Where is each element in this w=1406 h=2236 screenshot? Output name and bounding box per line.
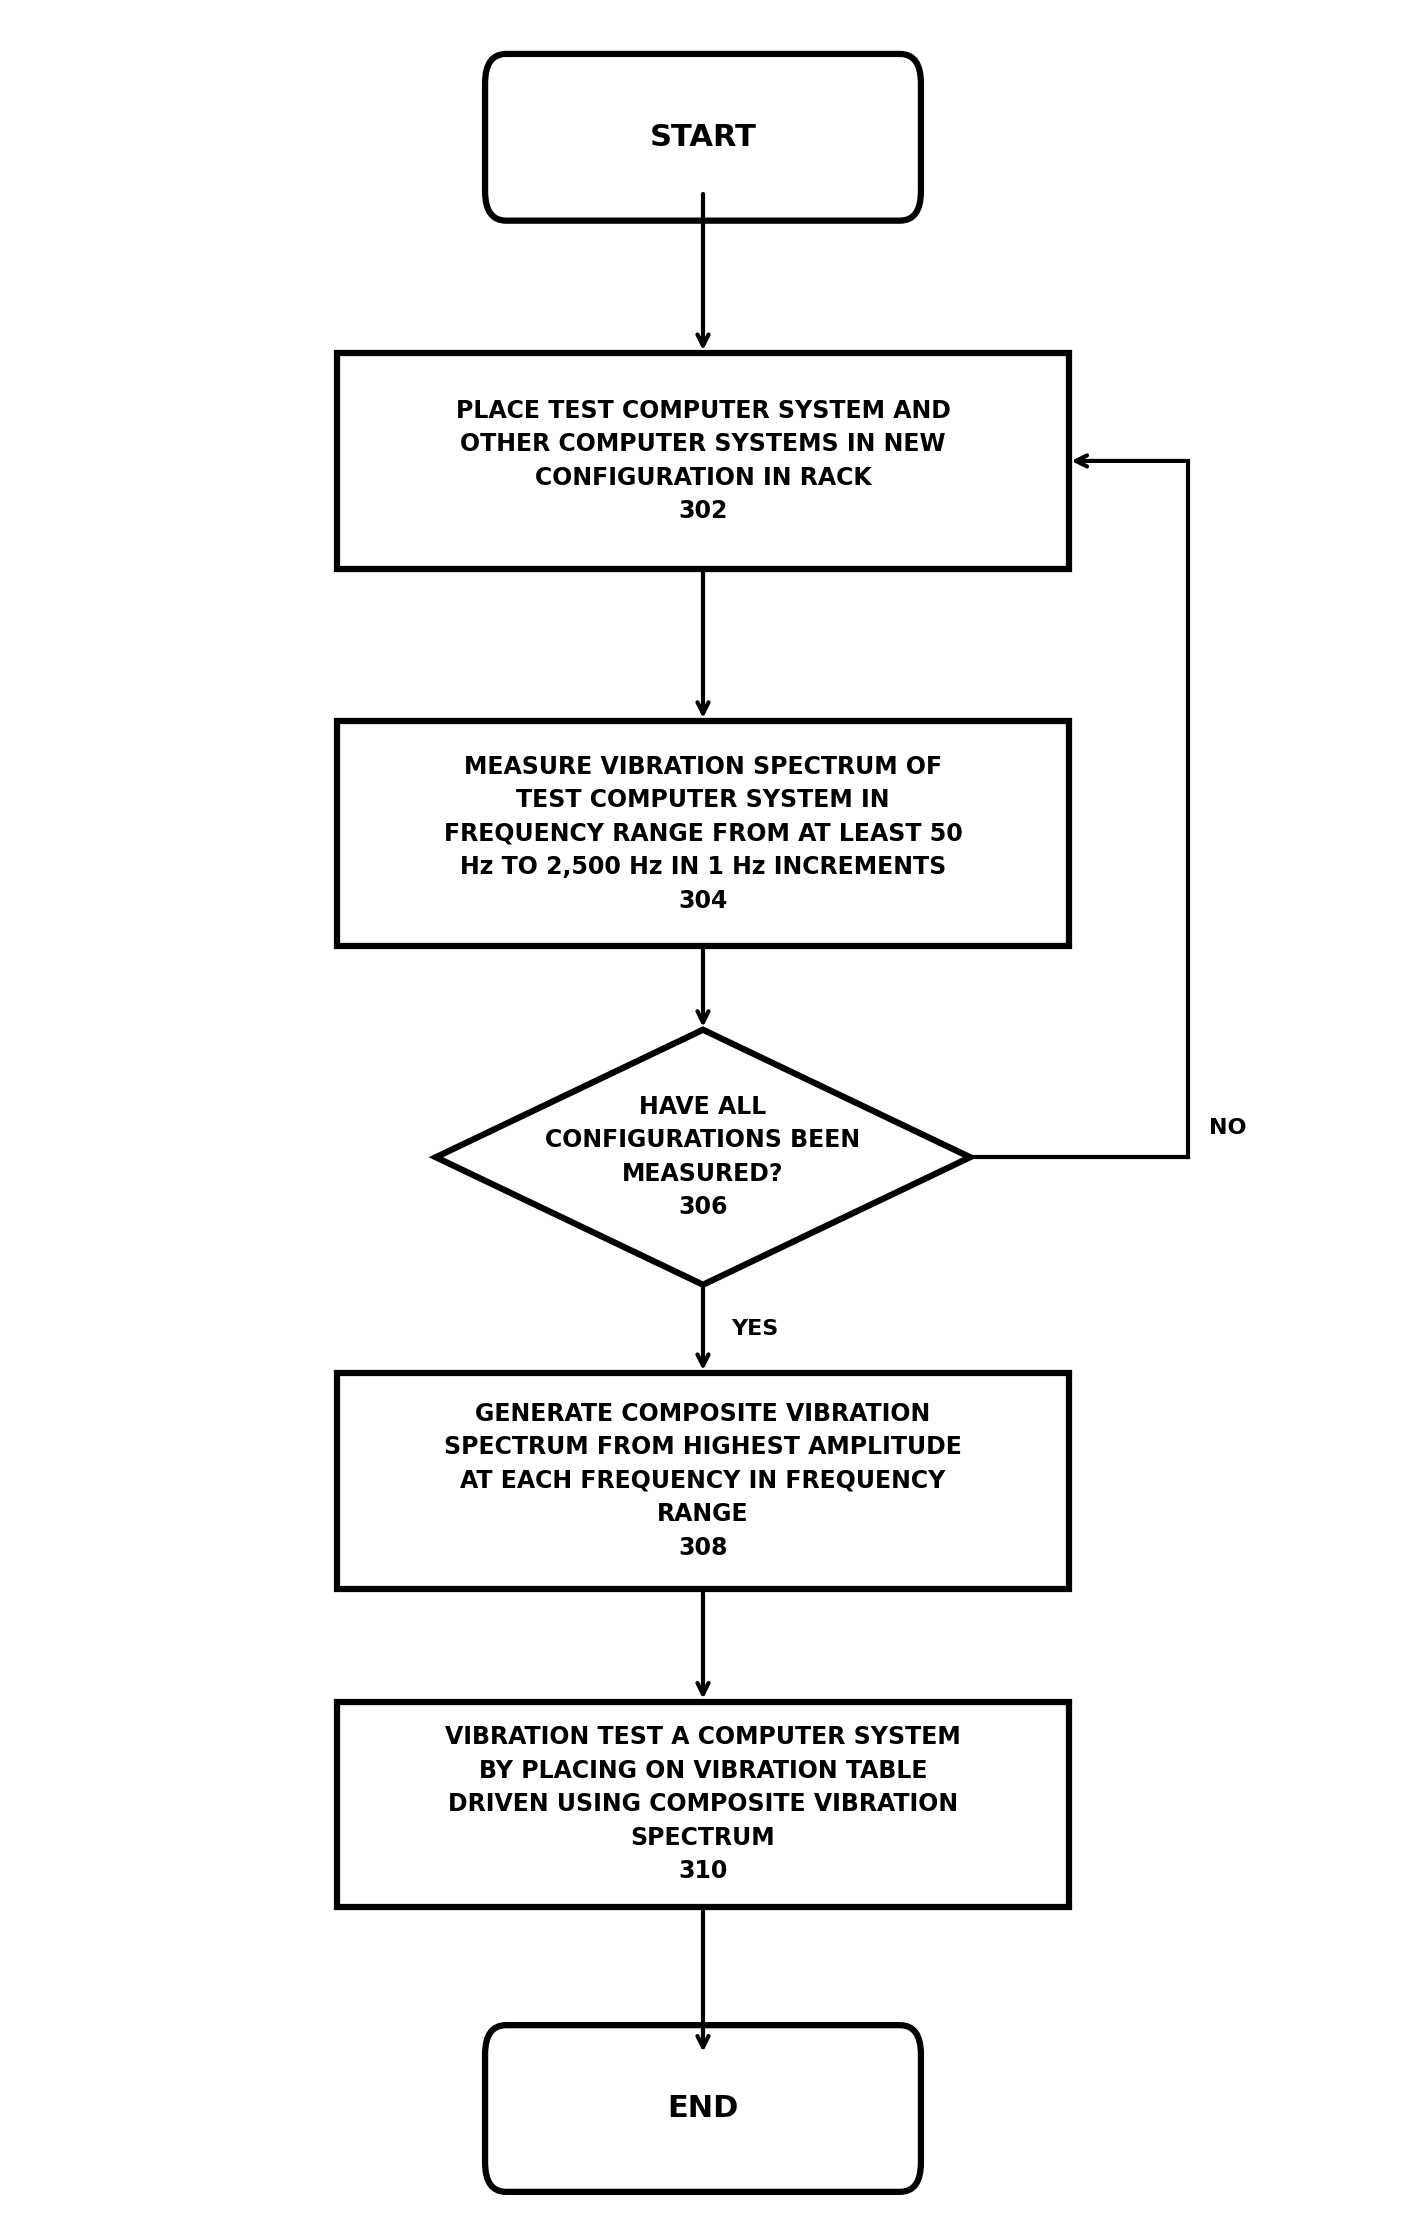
Text: HAVE ALL
CONFIGURATIONS BEEN
MEASURED?
306: HAVE ALL CONFIGURATIONS BEEN MEASURED? 3… xyxy=(546,1096,860,1219)
Polygon shape xyxy=(436,1031,970,1286)
FancyBboxPatch shape xyxy=(485,2026,921,2191)
Text: VIBRATION TEST A COMPUTER SYSTEM
BY PLACING ON VIBRATION TABLE
DRIVEN USING COMP: VIBRATION TEST A COMPUTER SYSTEM BY PLAC… xyxy=(446,1726,960,1883)
Text: START: START xyxy=(650,123,756,152)
Text: MEASURE VIBRATION SPECTRUM OF
TEST COMPUTER SYSTEM IN
FREQUENCY RANGE FROM AT LE: MEASURE VIBRATION SPECTRUM OF TEST COMPU… xyxy=(444,754,962,912)
Bar xyxy=(337,353,1069,568)
Text: PLACE TEST COMPUTER SYSTEM AND
OTHER COMPUTER SYSTEMS IN NEW
CONFIGURATION IN RA: PLACE TEST COMPUTER SYSTEM AND OTHER COM… xyxy=(456,398,950,523)
FancyBboxPatch shape xyxy=(485,54,921,221)
Bar xyxy=(337,1373,1069,1590)
Text: YES: YES xyxy=(731,1319,779,1339)
Text: END: END xyxy=(668,2093,738,2122)
Text: GENERATE COMPOSITE VIBRATION
SPECTRUM FROM HIGHEST AMPLITUDE
AT EACH FREQUENCY I: GENERATE COMPOSITE VIBRATION SPECTRUM FR… xyxy=(444,1402,962,1561)
Text: NO: NO xyxy=(1209,1118,1247,1138)
Bar xyxy=(337,1702,1069,1907)
Bar xyxy=(337,720,1069,946)
